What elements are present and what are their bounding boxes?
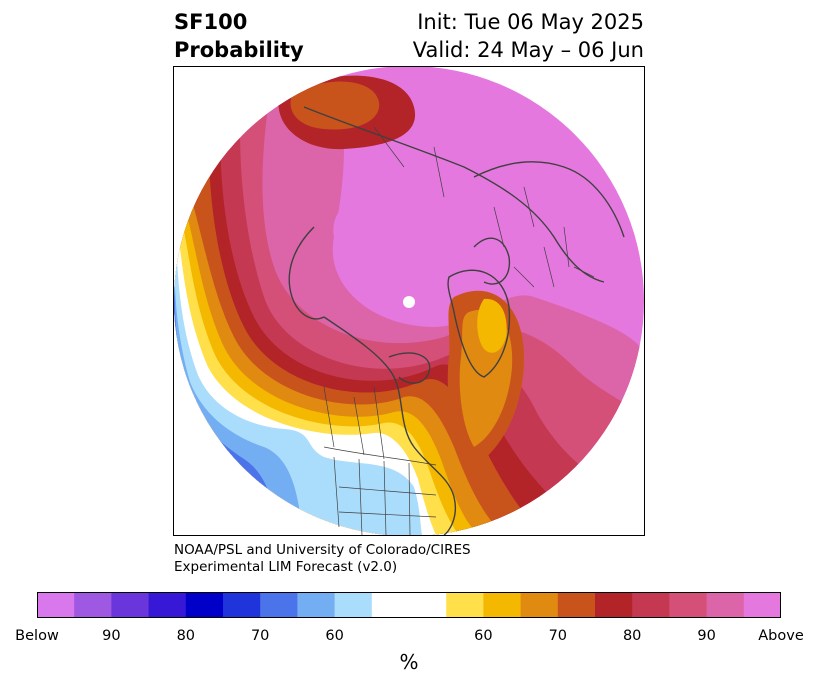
colorbar-tick-label: 70: [250, 628, 270, 644]
colorbar-tick-label: 70: [548, 628, 568, 644]
canada-provinces: [323, 386, 385, 460]
us-canada-border: [323, 446, 437, 466]
init-date: Init: Tue 06 May 2025: [417, 10, 644, 34]
probability-colorbar: [37, 592, 781, 618]
colorbar-swatch: [297, 592, 336, 618]
colorbar-swatch: [557, 592, 596, 618]
probability-field: [174, 67, 644, 535]
forecast-map: [173, 66, 645, 536]
colorbar-swatch: [148, 592, 187, 618]
colorbar-swatch: [520, 592, 559, 618]
colorbar-swatch: [185, 592, 224, 618]
colorbar-tick-label: 80: [622, 628, 642, 644]
colorbar-tick-label: 60: [474, 628, 493, 644]
russia-borders: [373, 126, 535, 248]
north-america-coast: [323, 316, 456, 535]
title-line-1: SF100: [174, 10, 248, 34]
colorbar-swatch: [223, 592, 261, 618]
europe-borders: [513, 226, 595, 288]
colorbar-tick-label: Above: [758, 628, 804, 644]
colorbar-swatch: [409, 592, 447, 618]
colorbar-swatch: [111, 592, 150, 618]
colorbar-border: [37, 592, 781, 618]
colorbar-swatch: [595, 592, 633, 618]
valid-date-range: Valid: 24 May – 06 Jun: [412, 38, 644, 62]
colorbar-swatch: [37, 592, 75, 618]
colorbar-tick-label: Below: [15, 628, 59, 644]
colorbar-unit: %: [399, 650, 419, 674]
credit-line-2: Experimental LIM Forecast (v2.0): [174, 559, 398, 575]
atlantic-warm-gold: [477, 298, 507, 353]
central-high: [333, 188, 511, 273]
us-state-lines: [333, 456, 437, 535]
colorbar-swatch: [669, 592, 708, 618]
north-pole-marker: [403, 296, 415, 308]
colorbar-swatch: [632, 592, 670, 618]
colorbar-swatch: [371, 592, 410, 618]
colorbar-swatch: [743, 592, 781, 618]
colorbar-tick-label: 60: [325, 628, 344, 644]
colorbar-swatch: [74, 592, 112, 618]
coastlines: [288, 106, 625, 535]
colorbar-swatch: [483, 592, 522, 618]
title-line-2: Probability: [174, 38, 304, 62]
data-credit: NOAA/PSL and University of Colorado/CIRE…: [174, 542, 471, 576]
colorbar-swatch: [260, 592, 298, 618]
map-title: SF100 Probability: [174, 8, 304, 64]
colorbar-tick-label: 80: [176, 628, 196, 644]
colorbar-tick-label: 90: [697, 628, 716, 644]
colorbar-tick-label: 90: [102, 628, 121, 644]
colorbar-swatch: [334, 592, 373, 618]
eurasia-coast: [303, 106, 605, 283]
siberia-warm-rust: [290, 81, 380, 130]
colorbar-swatch: [706, 592, 745, 618]
political-borders: [323, 126, 595, 535]
greenland-coast: [447, 269, 511, 378]
forecast-dates: Init: Tue 06 May 2025 Valid: 24 May – 06…: [413, 8, 644, 64]
hudson-bay-coast: [388, 352, 431, 384]
scandinavia-coast: [473, 237, 511, 285]
alaska-coast: [288, 226, 325, 320]
credit-line-1: NOAA/PSL and University of Colorado/CIRE…: [174, 542, 471, 558]
colorbar-swatch: [446, 592, 484, 618]
europe-coast: [473, 161, 625, 238]
